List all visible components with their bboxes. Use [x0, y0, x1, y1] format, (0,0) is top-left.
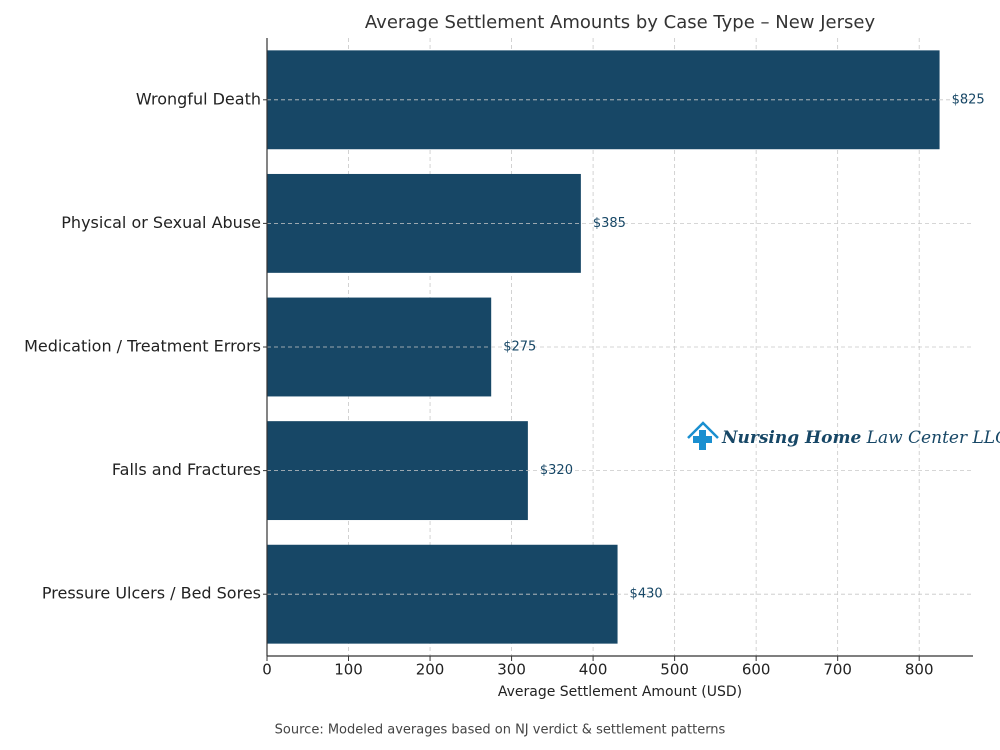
value-label: $320 [540, 463, 573, 478]
value-label: $275 [503, 340, 536, 355]
y-tick-label: Pressure Ulcers / Bed Sores [42, 584, 261, 603]
x-tick-label: 600 [742, 661, 771, 679]
value-label: $825 [952, 92, 985, 107]
logo-roof [687, 421, 719, 439]
x-tick-label: 300 [497, 661, 526, 679]
logo-cross [693, 430, 712, 450]
y-tick-label: Falls and Fractures [112, 460, 261, 479]
y-tick-label: Physical or Sexual Abuse [61, 213, 261, 232]
x-tick-label: 200 [416, 661, 445, 679]
logo-bold: Nursing Home [721, 428, 861, 448]
source-note: Source: Modeled averages based on NJ ver… [275, 723, 726, 738]
value-label: $430 [630, 587, 663, 602]
x-tick-label: 700 [823, 661, 852, 679]
y-tick-label: Medication / Treatment Errors [24, 337, 261, 356]
x-tick-label: 800 [905, 661, 934, 679]
x-tick-label: 500 [660, 661, 689, 679]
bar [267, 421, 528, 521]
chart-title: Average Settlement Amounts by Case Type … [365, 12, 876, 33]
x-tick-label: 0 [262, 661, 272, 679]
y-tick-label: Wrongful Death [136, 89, 261, 108]
x-axis-label: Average Settlement Amount (USD) [498, 684, 742, 700]
value-label: $385 [593, 216, 626, 231]
x-tick-label: 100 [334, 661, 363, 679]
logo-text: Nursing Home Law Center LLC [721, 428, 1000, 448]
logo-italic: Law Center LLC [866, 428, 1000, 448]
x-tick-label: 400 [579, 661, 608, 679]
watermark-logo: Nursing Home Law Center LLC [687, 421, 1000, 450]
